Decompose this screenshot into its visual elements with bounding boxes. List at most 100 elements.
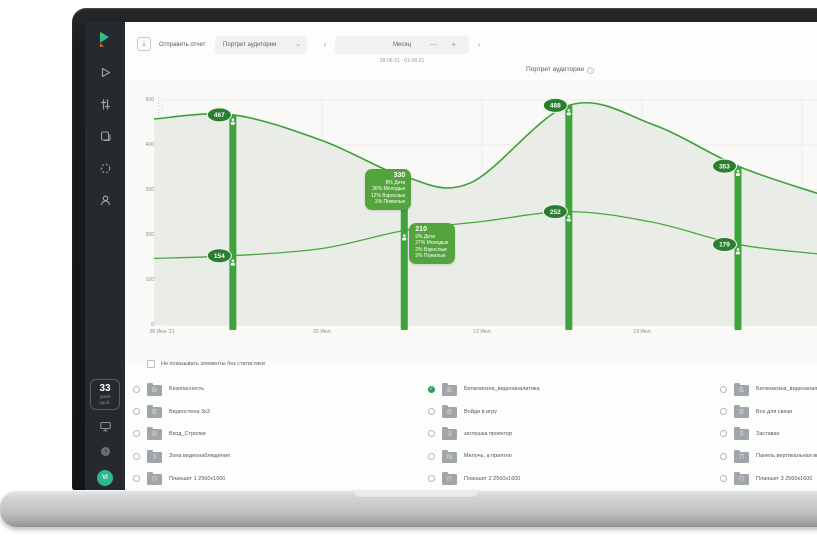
period-control[interactable]: Месяц — + [335, 36, 469, 54]
list-item-label: Белкомозна_видеоаналитика [464, 386, 540, 393]
radio-selected-icon[interactable]: ✓ [428, 385, 435, 393]
pages-icon[interactable] [99, 130, 112, 143]
value-badge-label: 252 [550, 209, 561, 216]
folder-icon: З [734, 427, 749, 441]
y-tick-label: 500 [145, 96, 154, 103]
person-icon [230, 121, 235, 125]
radio-icon[interactable] [428, 408, 435, 416]
folder-initial: В [151, 409, 158, 417]
folder-initial: М [446, 453, 453, 461]
y-tick-label: 400 [145, 141, 154, 148]
radio-icon[interactable] [720, 430, 727, 438]
list-item[interactable]: В Вход_Стрелки [133, 423, 421, 445]
prev-period-button[interactable]: ‹ [323, 40, 327, 49]
value-badge[interactable] [711, 158, 737, 174]
list-item[interactable]: ✓ Б Белкомозна_видеоаналитика [428, 378, 713, 400]
trial-badge[interactable]: 33 дней проб. [90, 379, 120, 410]
info-icon[interactable]: ? [586, 67, 594, 74]
radio-icon[interactable] [133, 452, 140, 460]
person-icon [735, 173, 741, 177]
laptop-base [0, 490, 817, 527]
list-item[interactable]: М Мелочь, а приятно [428, 445, 713, 467]
export-report-icon[interactable]: ⤓ [137, 37, 151, 51]
list-item[interactable]: Б Безопасность [133, 378, 421, 400]
sidebar: 33 дней проб. ? VI [85, 22, 125, 490]
radio-icon[interactable] [428, 430, 435, 438]
tooltip-line: 2% Пожилые [415, 253, 446, 259]
radio-icon[interactable] [720, 475, 727, 483]
data-bar[interactable] [400, 176, 408, 331]
laptop-notch [352, 490, 480, 498]
person-icon [402, 237, 407, 241]
folder-icon: В [442, 405, 457, 419]
radio-icon[interactable] [133, 408, 140, 416]
list-item[interactable]: В Видеостена 3х3 [133, 400, 421, 422]
dashed-circle-icon[interactable] [99, 162, 112, 175]
radio-icon[interactable] [133, 475, 140, 483]
app-window: 33 дней проб. ? VI ⤓ Отправить отчет [85, 22, 817, 490]
profile-icon[interactable] [99, 194, 112, 207]
app-logo[interactable] [96, 30, 114, 50]
folder-icon: З [442, 427, 457, 441]
value-badge[interactable] [206, 107, 232, 123]
value-badge[interactable] [711, 236, 737, 252]
list-item[interactable]: З Зона видеонаблюдения [133, 445, 421, 467]
list-item[interactable]: П Планшет 3 2560х1600 [720, 468, 817, 490]
data-bar[interactable] [734, 166, 742, 330]
list-item[interactable]: П Планшет 2 2560х1600 [428, 468, 713, 490]
play-icon[interactable] [99, 66, 112, 79]
send-report-button[interactable]: Отправить отчет [159, 42, 206, 48]
value-badge-label: 467 [214, 112, 225, 119]
value-badge[interactable] [542, 97, 568, 113]
list-item[interactable]: В Войди в игру [428, 400, 713, 422]
list-item[interactable]: В Все для связи [720, 400, 817, 422]
value-badge[interactable] [542, 204, 568, 220]
radio-icon[interactable] [133, 430, 140, 438]
person-icon [736, 248, 740, 251]
hide-empty-filter[interactable]: Не показывать элементы без статистики [147, 360, 265, 368]
folder-icon: П [734, 449, 749, 463]
value-badge[interactable] [206, 248, 232, 264]
radio-icon[interactable] [720, 452, 727, 460]
radio-icon[interactable] [133, 385, 140, 393]
list-item[interactable]: П Планшет 1 2560х1600 [133, 468, 421, 490]
list-item[interactable]: З Заставка [720, 423, 817, 445]
person-icon [735, 251, 741, 255]
list-item-label: Мелочь, а приятно [464, 453, 512, 460]
y-tick-label: 100 [145, 276, 154, 283]
radio-icon[interactable] [428, 452, 435, 460]
report-type-value: Портрет аудитории [223, 42, 277, 48]
next-period-button[interactable]: › [477, 40, 481, 49]
report-type-select[interactable]: Портрет аудитории ⌄ [215, 36, 307, 54]
folder-icon: П [442, 472, 457, 486]
radio-icon[interactable] [428, 475, 435, 483]
folder-icon: Б [734, 382, 749, 396]
trial-caption-1: дней [99, 394, 111, 399]
person-icon [402, 234, 406, 237]
list-item[interactable]: Б Белкомозна_видеоаналитика [720, 378, 817, 400]
data-bar[interactable] [229, 114, 237, 330]
folder-icon: Б [147, 382, 162, 396]
folder-icon: Б [442, 382, 457, 396]
user-avatar[interactable]: VI [97, 470, 113, 486]
screen-list-column: Б Безопасность В Видеостена 3х3 В Вход_Стрелк… [133, 378, 421, 490]
list-item-label: Зона видеонаблюдения [169, 453, 230, 460]
zoom-out-button[interactable]: — [430, 41, 437, 48]
list-item-label: Планшет 1 2560х1600 [169, 475, 226, 482]
checkbox-icon[interactable] [147, 360, 155, 368]
list-item[interactable]: П Панель вертикальная внутр [720, 445, 817, 467]
zoom-in-button[interactable]: + [451, 40, 456, 49]
list-item-label: Планшет 2 2560х1600 [464, 475, 521, 482]
chart-title: Портрет аудитории? [305, 66, 815, 74]
line-top [153, 101, 817, 195]
filters-icon[interactable] [99, 98, 112, 111]
radio-icon[interactable] [720, 385, 727, 393]
help-icon[interactable]: ? [99, 445, 112, 458]
folder-icon: В [147, 427, 162, 441]
display-icon[interactable] [99, 420, 112, 433]
radio-icon[interactable] [720, 408, 727, 416]
person-icon [566, 112, 571, 116]
chevron-down-icon: ⌄ [295, 41, 301, 48]
hide-empty-label: Не показывать элементы без статистики [161, 361, 265, 367]
